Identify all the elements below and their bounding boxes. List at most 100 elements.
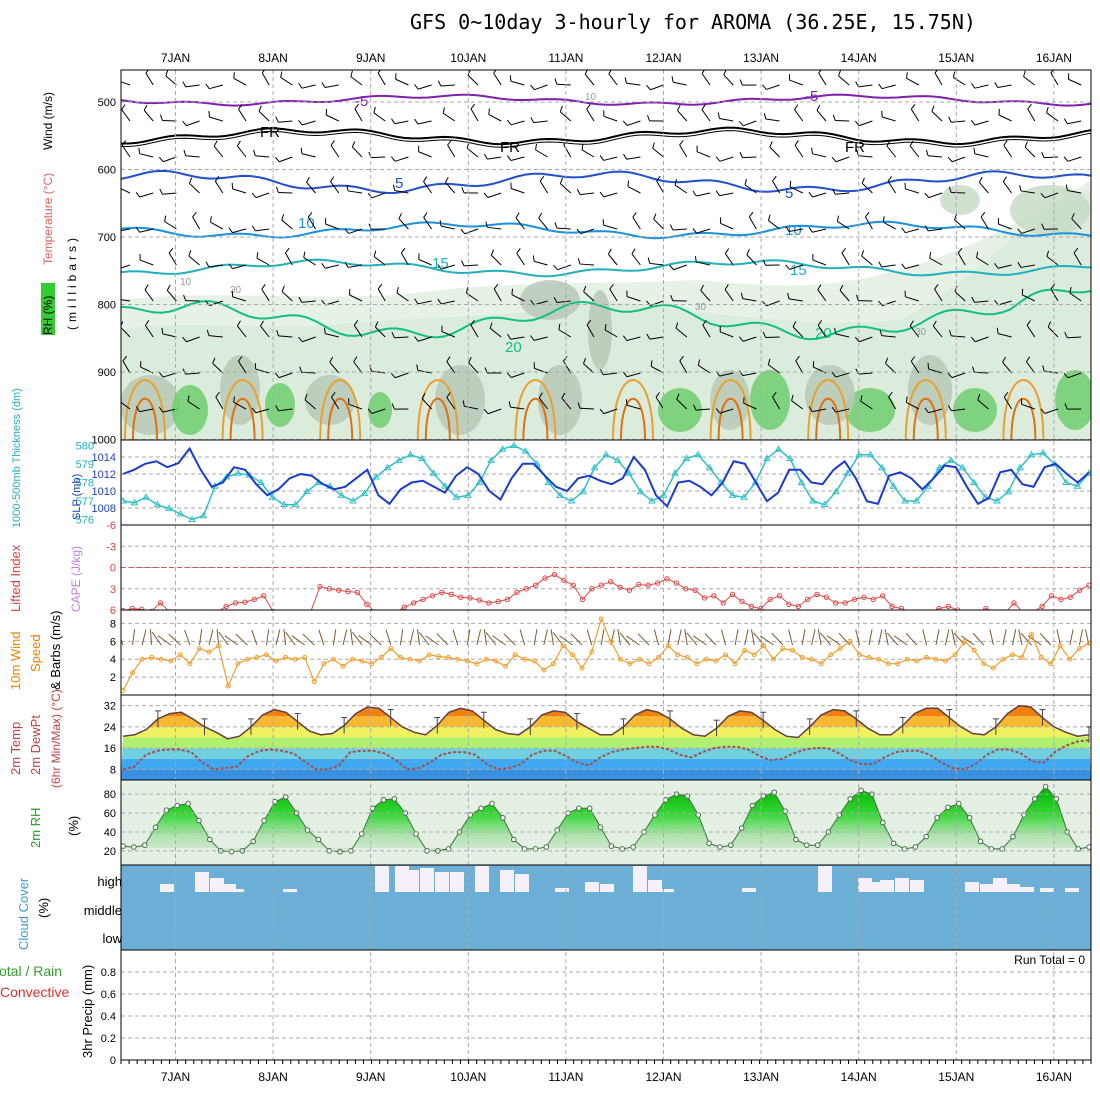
wind10m-point [235,661,241,667]
thickness-point [199,511,208,519]
wind10m-barb [184,629,191,646]
isotherm-label: FR [500,139,520,156]
wind-barb [144,289,154,302]
wind-barb-flag [836,215,840,222]
wind-barb-flag [838,70,842,77]
wind-barb [232,228,247,234]
wind10m-barb [543,629,548,646]
wind-barb [534,84,548,91]
thickness-point [763,454,771,461]
wind-barb-flag [228,227,233,233]
li-point [598,582,605,588]
wind-barb-flag [121,321,124,327]
li-tick: -3 [106,541,116,553]
wind-barb-flag [762,300,767,307]
wind-barb-flag [462,400,465,407]
isotherm-label: 15 [432,255,449,272]
wind-barb [325,223,339,230]
wind10m-point [436,654,442,660]
wind10m-point [790,647,796,653]
wind-barb [232,188,247,194]
isotherm-15 [121,258,1091,278]
wind10m-barb [275,629,281,646]
pressure-tick: 500 [98,97,116,109]
wind-barb [1002,361,1012,374]
wind-barb [256,257,270,266]
wind-barb-flag [882,216,885,223]
wind-barb [626,404,641,410]
li-point [542,575,548,581]
dewpt-line [122,739,1090,771]
wind10m-point [656,654,662,660]
wind-barb-flag [762,331,767,338]
day-label-bottom: 14JAN [841,1070,877,1084]
wind-barb [929,257,943,266]
wind10m-point [512,652,518,658]
wind10m-point [856,652,862,658]
wind10m-point [617,656,623,662]
wind10m-barb [819,632,832,646]
thickness-point [970,478,978,485]
li-point [354,589,361,595]
wind-barb [789,79,803,86]
rh-point [521,846,528,852]
wind-barb-flag [655,392,660,398]
wind-barb-flag [215,391,220,398]
wind-barb-flag [623,153,628,160]
wind10m-barb [960,635,975,646]
wind-barb [928,192,943,199]
wind-barb-flag [238,356,243,362]
thickness-point [510,441,518,449]
wind10m-barb [704,633,717,646]
day-label-bottom: 8JAN [258,1070,287,1084]
wind10m-barb [283,629,287,646]
wind-barb-flag [1040,408,1046,414]
wind-barb [418,336,432,342]
wind-barb [331,396,340,410]
wind-barb [301,300,316,303]
wind10m-point [780,645,786,651]
wind-barb [1043,156,1059,159]
wind-barb [1022,294,1036,302]
wind-barb [466,147,479,158]
temp-band [121,737,1091,749]
bl-contour-outer [807,379,850,440]
wind-barb [464,405,479,410]
thickness-point [866,450,875,458]
li-point [645,582,651,588]
wind-barb-flag [609,284,614,290]
rh-point [1010,833,1016,840]
thickness-point [1039,448,1047,456]
li-point [636,581,642,588]
wind-barb [772,396,781,410]
cloud-high-bar [965,882,979,892]
wind10m-point [206,649,212,655]
wind-barb [864,216,873,230]
thickness-point [590,463,599,471]
rh-blob [172,385,208,435]
bl-contour-inner [132,397,158,440]
wind-barb [192,216,201,230]
wind10m-barb [1011,629,1017,646]
wind-barb [672,81,687,86]
wind10m-barb [409,629,415,646]
wind-barb [162,119,177,122]
thickness-point [1016,463,1024,471]
wind-barb [538,217,548,230]
wind10m-point [904,656,910,662]
rh-point [315,836,322,843]
wind-barb-flag [647,257,651,264]
wind10m-point [828,652,834,658]
wind-barb [766,84,780,90]
wind10m-point [416,658,422,664]
rh-point [955,800,962,807]
rh2m-unit: (%) [66,816,81,836]
wind10m-barb [721,629,727,646]
wind-barb [679,144,688,158]
wind10m-point [665,643,671,649]
wind-barb-flag [205,83,210,90]
wind-barb [905,296,919,302]
wind-barb-flag [739,79,743,86]
wind-barb [464,228,479,235]
wind10m-barb [886,632,899,646]
